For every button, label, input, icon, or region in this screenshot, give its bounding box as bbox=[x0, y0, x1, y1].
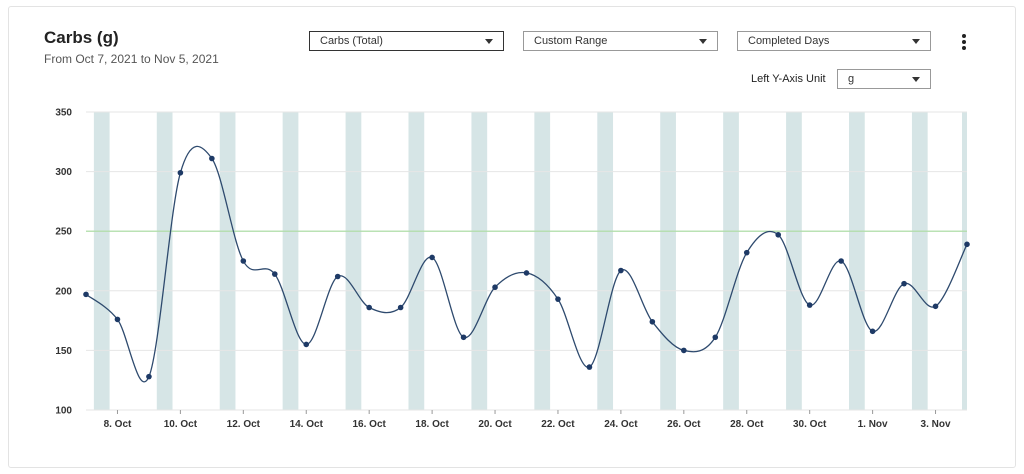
days-select-value: Completed Days bbox=[748, 35, 830, 47]
x-tick-label: 14. Oct bbox=[290, 419, 324, 430]
y-tick-label: 350 bbox=[55, 108, 72, 119]
data-point bbox=[209, 155, 215, 162]
y-tick-label: 150 bbox=[55, 346, 72, 357]
y-axis-unit-value: g bbox=[848, 73, 855, 85]
day-stripe bbox=[408, 112, 425, 410]
data-point bbox=[555, 296, 561, 302]
day-stripe bbox=[93, 112, 110, 410]
data-point bbox=[838, 258, 844, 264]
data-point bbox=[523, 270, 530, 276]
data-point bbox=[177, 169, 184, 176]
x-tick-label: 16. Oct bbox=[352, 419, 386, 430]
data-point bbox=[964, 241, 970, 248]
metric-select[interactable]: Carbs (Total) bbox=[309, 31, 504, 51]
y-axis-ticks: 100 150 200 250 300 350 bbox=[55, 108, 72, 417]
x-tick-label: 18. Oct bbox=[415, 419, 449, 430]
days-select[interactable]: Completed Days bbox=[737, 31, 931, 51]
data-point bbox=[303, 341, 310, 348]
x-tick-label: 12. Oct bbox=[227, 419, 261, 430]
x-axis-ticks: 8. Oct 10. Oct 12. Oct 14. Oct 16. Oct 18. Oc… bbox=[104, 410, 951, 430]
x-tick-label: 30. Oct bbox=[793, 419, 827, 430]
day-stripe bbox=[962, 112, 967, 410]
data-point bbox=[114, 316, 121, 323]
x-tick-label: 20. Oct bbox=[478, 419, 512, 430]
day-stripe bbox=[911, 112, 928, 410]
day-stripe bbox=[723, 112, 739, 410]
range-select[interactable]: Custom Range bbox=[523, 31, 718, 51]
data-point bbox=[618, 267, 624, 274]
day-stripe bbox=[660, 112, 676, 410]
y-axis-unit-label: Left Y-Axis Unit bbox=[751, 73, 826, 85]
data-point bbox=[271, 271, 278, 277]
day-stripe bbox=[597, 112, 614, 410]
y-tick-label: 300 bbox=[55, 167, 72, 178]
chevron-down-icon bbox=[485, 39, 493, 44]
kebab-menu-icon[interactable] bbox=[960, 34, 968, 50]
data-point bbox=[397, 304, 404, 311]
data-point bbox=[681, 347, 687, 354]
data-point bbox=[932, 303, 939, 310]
x-tick-label: 28. Oct bbox=[730, 419, 764, 430]
day-stripes bbox=[93, 112, 967, 410]
data-point bbox=[460, 334, 467, 341]
series-line bbox=[85, 145, 968, 383]
grid-lines bbox=[86, 111, 967, 411]
chart-date-range: From Oct 7, 2021 to Nov 5, 2021 bbox=[44, 52, 219, 66]
range-select-value: Custom Range bbox=[534, 35, 608, 47]
data-point bbox=[712, 334, 719, 341]
day-stripe bbox=[156, 112, 173, 410]
data-point bbox=[492, 284, 498, 291]
y-tick-label: 200 bbox=[55, 286, 72, 297]
series-points bbox=[83, 155, 970, 380]
day-stripe bbox=[849, 112, 865, 410]
data-point bbox=[429, 254, 435, 261]
chart-title: Carbs (g) bbox=[44, 28, 119, 47]
x-tick-label: 22. Oct bbox=[541, 419, 575, 430]
y-axis-unit-select[interactable]: g bbox=[837, 69, 931, 89]
chevron-down-icon bbox=[912, 77, 920, 82]
day-stripe bbox=[219, 112, 236, 410]
y-tick-label: 100 bbox=[55, 406, 72, 417]
data-point bbox=[775, 231, 782, 238]
x-tick-label: 24. Oct bbox=[604, 419, 638, 430]
day-stripe bbox=[534, 112, 551, 410]
data-point bbox=[649, 318, 656, 325]
x-tick-label: 3. Nov bbox=[921, 419, 951, 430]
metric-select-value: Carbs (Total) bbox=[320, 35, 383, 47]
y-tick-label: 250 bbox=[55, 227, 72, 238]
data-point bbox=[743, 249, 750, 256]
data-point bbox=[586, 364, 593, 370]
day-stripe bbox=[345, 112, 362, 410]
data-point bbox=[901, 280, 907, 287]
day-stripe bbox=[282, 112, 299, 410]
x-tick-label: 1. Nov bbox=[858, 419, 888, 430]
day-stripe bbox=[471, 112, 488, 410]
carbs-series-line bbox=[85, 145, 968, 383]
chevron-down-icon bbox=[699, 39, 707, 44]
x-tick-label: 26. Oct bbox=[667, 419, 701, 430]
x-tick-label: 8. Oct bbox=[104, 419, 132, 430]
x-tick-label: 10. Oct bbox=[164, 419, 198, 430]
data-point bbox=[366, 304, 372, 311]
data-point bbox=[83, 291, 89, 298]
chevron-down-icon bbox=[912, 39, 920, 44]
data-point bbox=[334, 273, 341, 280]
day-stripe bbox=[786, 112, 802, 410]
data-point bbox=[240, 258, 247, 264]
data-point bbox=[146, 373, 152, 380]
data-point bbox=[869, 328, 876, 335]
data-point bbox=[806, 302, 813, 308]
